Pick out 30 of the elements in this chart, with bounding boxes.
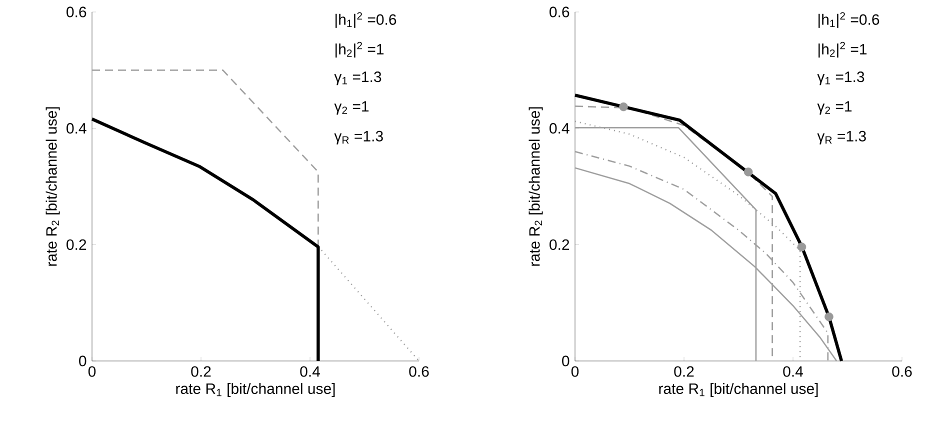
annotation: γ$_{2}$ =1 [817,101,852,115]
y-tick-label: 0.6 [550,6,570,18]
y-tick-label: 0 [562,356,570,366]
y-tick-label: 0 [79,356,86,366]
x-tick-label: 0.4 [783,366,803,377]
x-tick-label: 0 [88,366,96,377]
x-tick-label: 0.6 [892,366,912,377]
x-tick-label: 0 [571,366,579,377]
x-axis-title: rate R$_{1}$ [bit/channel use] [659,382,818,397]
annotation: γ$_{1}$ =1.3 [334,72,382,86]
y-tick-label: 0.2 [66,239,86,250]
x-tick-label: 0.2 [674,366,694,377]
x-tick-label: 0.6 [409,366,429,377]
annotation: |h$_{2}$|$^{2}$ =1 [818,42,867,58]
y-axis-title: rate R$_{2}$ [bit/channel use] [528,107,543,266]
annotation: |h$_{1}$|$^{2}$ =0.6 [336,12,396,28]
x-tick-label: 0.4 [300,366,320,377]
annotation: γ$_{R}$ =1.3 [334,130,383,144]
y-tick-label: 0.4 [550,123,570,134]
annotation: γ$_{R}$ =1.3 [817,130,866,144]
annotation: |h$_{2}$|$^{2}$ =1 [336,42,384,58]
y-tick-label: 0.2 [550,239,570,250]
y-tick-label: 0.6 [66,6,86,18]
x-axis-title: rate R$_{1}$ [bit/channel use] [176,382,335,397]
x-tick-label: 0.2 [191,366,211,377]
y-tick-label: 0.4 [66,123,86,134]
y-axis-title: rate R$_{2}$ [bit/channel use] [46,107,60,266]
annotation: γ$_{2}$ =1 [334,101,369,115]
annotation: |h$_{1}$|$^{2}$ =0.6 [818,12,880,28]
annotation: γ$_{1}$ =1.3 [817,72,864,86]
